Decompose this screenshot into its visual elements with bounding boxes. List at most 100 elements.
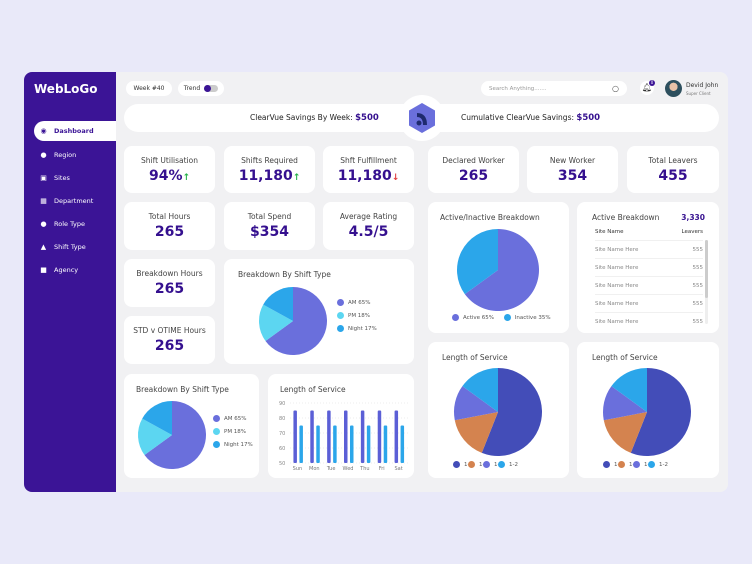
pie-slice[interactable] [144,401,206,469]
weekly-savings: ClearVue Savings By Week: $500 [250,113,379,123]
pie-slice[interactable] [603,386,647,421]
site-name: Site Name Here [595,282,639,289]
bar[interactable] [327,410,331,464]
bar[interactable] [394,410,399,464]
scrollbar[interactable] [705,240,708,324]
pie-slice[interactable] [603,412,647,453]
weekly-savings-value: $500 [355,113,379,123]
bar[interactable] [316,425,320,464]
bar[interactable] [310,410,314,464]
pie-slice[interactable] [138,418,172,455]
legend-swatch [503,314,511,321]
pie-slice[interactable] [454,386,498,421]
pie-slice[interactable] [265,287,327,355]
table-row[interactable]: Site Name Here 555 [595,258,703,276]
leavers-count: 555 [692,264,704,271]
avatar[interactable] [665,80,682,97]
pie-slice[interactable] [462,368,498,412]
pie-slice[interactable] [630,368,691,456]
table-row[interactable]: Site Name Here 555 [595,312,703,330]
legend-label: 1-2 [659,461,668,468]
kpi-value: 4.5/5 [349,224,389,240]
week-selector[interactable]: Week #40 [126,81,172,96]
search-input[interactable]: Search Anything....... ○ [481,81,627,96]
legend-label: Active 65% [463,314,494,321]
kpi-value-text: 11,180 [238,167,293,184]
kpi-card: STD v OTIME Hours 265 [124,316,215,364]
dashboard-icon: ◉ [40,126,47,135]
sidebar-item-role-type[interactable]: ● Role Type [34,214,116,234]
sidebar-item-dashboard[interactable]: ◉ Dashboard [34,121,116,141]
legend-label: PM 18% [348,312,371,319]
sidebar-item-shift-type[interactable]: ▲ Shift Type [34,237,116,257]
kpi-title: Shifts Required [241,155,298,165]
legend-label: Night 17% [224,441,253,448]
trend-label: Trend [183,85,201,92]
column-header: Site Name [595,229,624,235]
pie-slice[interactable] [481,368,542,456]
sidebar-item-sites[interactable]: ▣ Sites [34,168,116,188]
search-icon[interactable]: ○ [612,84,619,93]
pie-slice[interactable] [454,412,498,453]
x-tick-label: Mon [309,466,320,472]
length-of-service-pie [454,368,542,456]
leavers-table: Site Name Leavers Site Name Here 555 Site N… [595,229,703,330]
nav-label: Dashboard [54,127,94,135]
kpi-value: 265 [155,224,184,240]
bar[interactable] [333,425,337,464]
legend-item: Night 17% [337,325,377,332]
pie-slice[interactable] [259,304,293,341]
pie-slice[interactable] [457,229,498,295]
sidebar-item-agency[interactable]: ■ Agency [34,260,116,280]
table-row[interactable]: Site Name Here 555 [595,294,703,312]
legend-swatch [618,461,625,468]
bar[interactable] [366,425,371,464]
card-title: Active Breakdown [592,213,660,222]
kpi-card: Shft Fulfillment 11,180↓ [323,146,414,193]
leavers-count: 555 [692,282,704,289]
kpi-value: $354 [250,224,289,240]
kpi-value-text: 455 [658,167,688,184]
bar[interactable] [383,425,388,464]
x-tick-label: Fri [379,466,385,472]
kpi-value-text: 265 [154,281,185,297]
bar[interactable] [400,425,405,464]
x-tick-label: Wed [343,466,354,472]
bar[interactable] [299,425,303,464]
toggle-switch[interactable] [204,85,219,92]
bar[interactable] [360,410,365,464]
table-row[interactable]: Site Name Here 555 [595,240,703,258]
pie-slice[interactable] [263,287,293,321]
bar[interactable] [350,425,354,464]
nav-label: Department [54,197,94,205]
trend-toggle[interactable]: Trend [178,81,224,96]
legend-item: PM 18% [213,428,246,435]
sidebar-item-region[interactable]: ● Region [34,145,116,165]
legend-swatch [213,441,220,448]
shift-type-pie [259,287,327,355]
y-tick-label: 70 [279,431,285,437]
table-row[interactable]: Site Name Here 555 [595,276,703,294]
kpi-title: Average Rating [339,212,398,221]
sidebar-item-department[interactable]: ▦ Department [34,191,116,211]
location-pin-icon: ● [40,150,47,159]
bar[interactable] [344,410,348,464]
pie-slice[interactable] [142,401,172,435]
kpi-title: Total Leavers [648,155,698,165]
kpi-card: Shift Utilisation 94%↑ [124,146,215,193]
table-header: Site Name Leavers [595,229,703,240]
site-name: Site Name Here [595,264,639,271]
bar[interactable] [377,410,382,464]
kpi-value-text: 354 [557,167,588,184]
chart-title: Length of Service [280,385,346,394]
pie-slice[interactable] [464,229,539,311]
length-of-service-bar-chart: 90 80 70 60 50 Sun Mon Tue Wed Thu Fri Sat [279,401,408,472]
bar[interactable] [293,410,297,464]
kpi-title: New Worker [549,155,596,165]
kpi-title: Breakdown Hours [136,269,203,278]
x-tick-label: Tue [326,466,336,472]
legend-item: 1-2 [648,461,668,468]
scrollbar-thumb[interactable] [705,240,708,298]
kpi-value-text: 265 [154,338,185,354]
pie-slice[interactable] [611,368,647,412]
